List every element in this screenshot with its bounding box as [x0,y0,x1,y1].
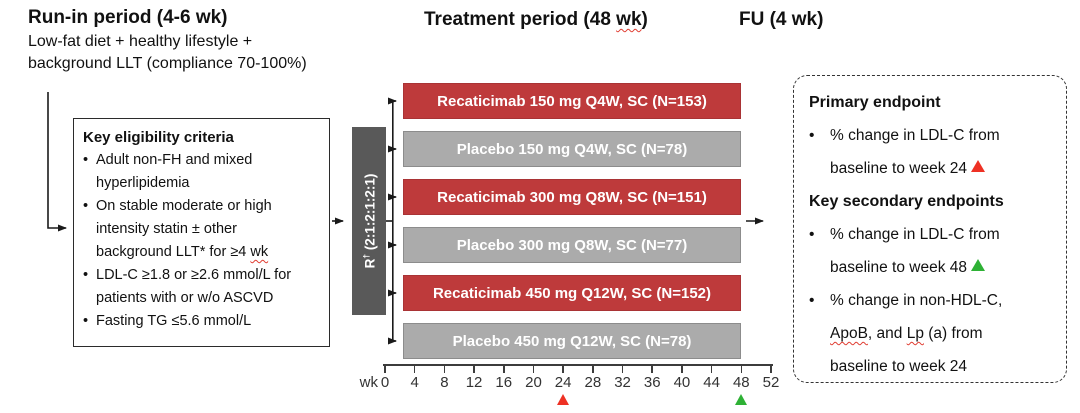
bullet-icon: • [83,313,89,329]
arm-bar-6-placebo: Placebo 450 mg Q12W, SC (N=78) [403,323,741,359]
treatment-period-header: Treatment period (48 wk) [424,9,648,30]
axis-tick-label-44: 44 [703,374,720,391]
axis-marker-week24-icon [556,394,569,405]
eligibility-item-3: • LDL-C ≥1.8 or ≥2.6 mmol/L for patients w… [83,264,320,310]
axis-tick-label-32: 32 [614,374,631,391]
eligibility-box: Key eligibility criteria • Adult non-FH a… [73,118,330,347]
axis-tick [502,364,505,373]
eligibility-item-1: • Adult non-FH and mixed hyperlipidemia [83,149,320,195]
axis-tick-label-52: 52 [762,374,780,391]
arm-bar-3-active: Recaticimab 300 mg Q8W, SC (N=151) [403,179,741,215]
eligibility-title: Key eligibility criteria [83,129,234,146]
follow-up-header: FU (4 wk) [739,9,824,30]
axis-tick [681,364,683,373]
arm-bar-2-placebo: Placebo 150 mg Q4W, SC (N=78) [403,131,741,167]
arm-bar-4-placebo: Placebo 300 mg Q8W, SC (N=77) [403,227,741,263]
bullet-icon: • [809,292,815,309]
axis-tick [384,364,386,373]
axis-tick [473,364,475,373]
bullet-icon: • [809,226,815,243]
bullet-icon: • [83,267,89,283]
axis-tick-label-28: 28 [584,374,602,391]
arm-bar-5-active: Recaticimab 450 mg Q12W, SC (N=152) [403,275,741,311]
eligibility-item-4: • Fasting TG ≤5.6 mmol/L [83,310,320,333]
week-axis-unit-label: wk [359,374,378,391]
axis-tick [592,364,594,373]
run-in-block: Run-in period (4-6 wk) Low-fat diet + he… [28,5,373,75]
week-axis: wk 0 4 8 12 16 20 24 28 32 36 40 44 48 52 [360,364,779,412]
run-in-line-2: background LLT (compliance 70-100%) [28,55,307,72]
endpoint-bullet-2-1: •% change in LDL-C from baseline to week … [809,218,1054,284]
axis-tick [651,364,654,373]
axis-tick-label-36: 36 [643,374,661,391]
axis-tick-label-48: 48 [732,374,750,391]
axis-tick [710,364,713,373]
endpoints-body: Primary endpoint •% change in LDL-C from b… [809,86,1054,383]
axis-tick-label-40: 40 [673,374,691,391]
axis-tick-label-12: 12 [465,374,483,391]
endpoint-bullet-2-2: •% change in non-HDL-C, ApoB, and Lp (a) … [809,284,1054,383]
triangle-red-icon [971,160,986,172]
axis-tick [443,364,446,373]
axis-tick-label-24: 24 [554,374,572,391]
axis-tick [770,364,772,373]
run-in-title: Run-in period (4-6 wk) [28,7,228,28]
runin-to-eligibility-arrow [47,92,67,232]
axis-marker-week48-icon [734,394,747,405]
endpoint-section-title-2: Key secondary endpoints [809,193,1004,210]
week-axis-line [383,364,773,366]
axis-tick [621,364,624,373]
run-in-line-1: Low-fat diet + healthy lifestyle + [28,33,253,50]
axis-tick [562,364,564,373]
axis-tick-label-4: 4 [410,374,419,391]
randomization-bar: R† (2:1:2:1:2:1) [352,127,386,315]
endpoint-section-title-1: Primary endpoint [809,94,941,111]
axis-tick [532,364,535,373]
endpoints-box: Primary endpoint •% change in LDL-C from b… [793,75,1067,383]
axis-tick-label-20: 20 [525,374,542,391]
bullet-icon: • [83,198,89,214]
eligibility-items: • Adult non-FH and mixed hyperlipidemia • On… [83,149,320,333]
randomization-label: R† (2:1:2:1:2:1) [360,173,378,269]
arm-bar-1-active: Recaticimab 150 mg Q4W, SC (N=153) [403,83,741,119]
bullet-icon: • [83,152,89,168]
endpoint-bullet-1-1: •% change in LDL-C from baseline to week … [809,119,1054,185]
axis-tick [413,364,416,373]
axis-tick-label-8: 8 [440,374,449,391]
axis-tick [740,364,743,373]
axis-tick-label-0: 0 [380,374,390,391]
treatment-arms: Recaticimab 150 mg Q4W, SC (N=153) Placeb… [403,83,741,359]
eligibility-item-2: • On stable moderate or high intensity sta… [83,195,320,264]
triangle-green-icon [971,259,986,271]
bullet-icon: • [809,127,815,144]
axis-tick-label-16: 16 [495,374,513,391]
